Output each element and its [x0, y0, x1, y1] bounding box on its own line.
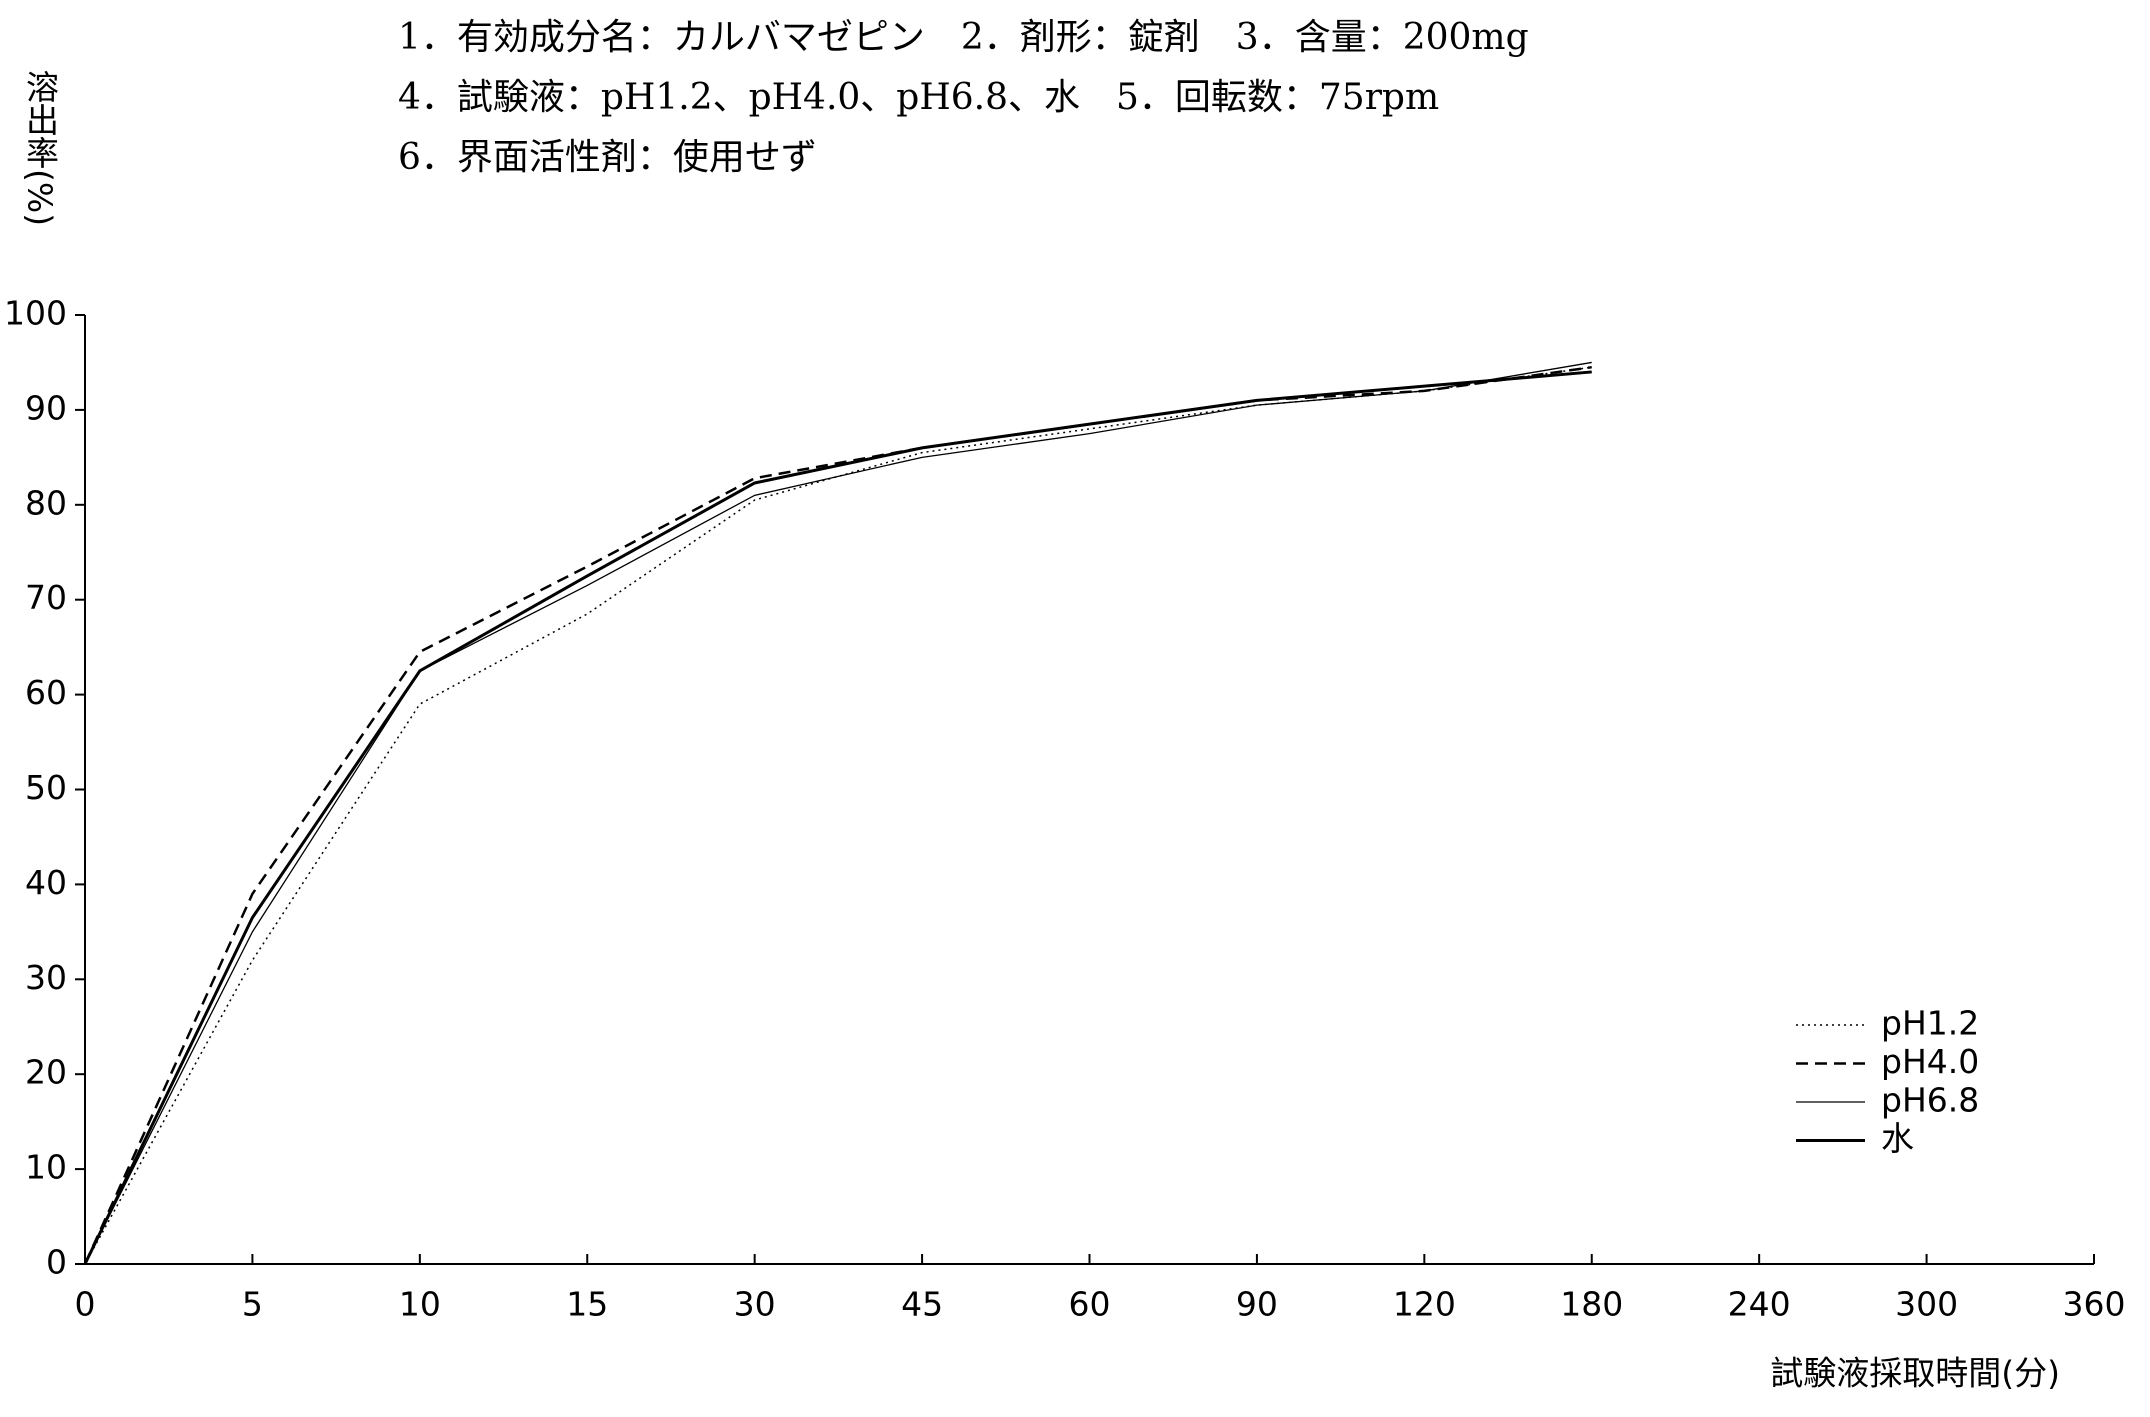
legend-label: 水 [1881, 1119, 1914, 1158]
legend-label: pH4.0 [1881, 1042, 1979, 1081]
x-tick-label: 60 [1069, 1285, 1111, 1324]
y-tick-label: 40 [25, 863, 67, 902]
series-line [84, 366, 1592, 1265]
series-line [83, 370, 1592, 1265]
x-tick-label: 180 [1560, 1285, 1623, 1324]
y-tick-label: 0 [46, 1243, 67, 1282]
x-tick-label: 300 [1895, 1285, 1958, 1324]
y-tick-label: 100 [4, 294, 67, 333]
header-line: 4．試験液：pH1.2、pH4.0、pH6.8、水 5．回転数：75rpm [398, 77, 1439, 118]
series-line [84, 361, 1592, 1265]
x-tick-label: 0 [75, 1285, 96, 1324]
y-tick-label: 20 [25, 1053, 67, 1092]
x-tick-label: 90 [1236, 1285, 1278, 1324]
legend-label: pH1.2 [1881, 1004, 1979, 1043]
x-tick-label: 30 [734, 1285, 776, 1324]
y-tick-label: 80 [25, 483, 67, 522]
x-tick-label: 15 [566, 1285, 608, 1324]
header-line: 1．有効成分名：カルバマゼピン 2．剤形：錠剤 3．含量：200mg [398, 17, 1529, 58]
x-tick-label: 45 [901, 1285, 943, 1324]
series-line [83, 365, 1592, 1265]
legend-label: pH6.8 [1881, 1081, 1979, 1120]
x-tick-label: 120 [1393, 1285, 1456, 1324]
x-axis-label: 試験液採取時間(分) [1770, 1354, 2060, 1393]
y-tick-label: 70 [25, 578, 67, 617]
header-line: 6．界面活性剤：使用せず [398, 137, 817, 178]
x-tick-label: 360 [2063, 1285, 2126, 1324]
x-tick-label: 10 [399, 1285, 441, 1324]
y-tick-label: 90 [25, 388, 67, 427]
x-tick-label: 240 [1728, 1285, 1791, 1324]
y-tick-label: 10 [25, 1148, 67, 1187]
x-tick-label: 5 [242, 1285, 263, 1324]
y-axis-label: 溶出率(%) [21, 70, 60, 226]
y-tick-label: 30 [25, 958, 67, 997]
y-tick-label: 60 [25, 673, 67, 712]
y-tick-label: 50 [25, 768, 67, 807]
